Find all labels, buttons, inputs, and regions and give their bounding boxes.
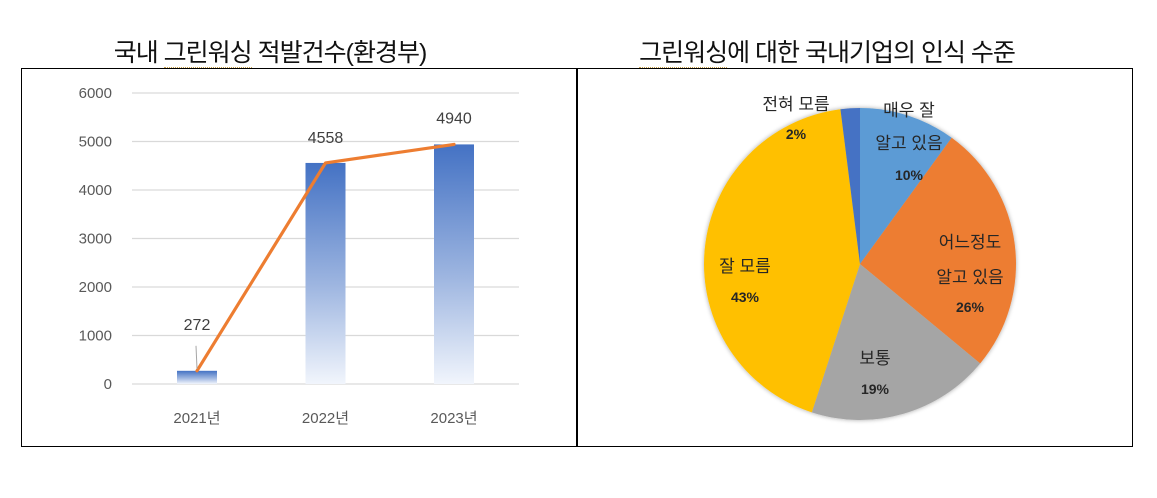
spellcheck-marked-word: 그린워싱 (639, 39, 728, 68)
pie-slice[interactable] (704, 109, 860, 413)
slice-label: 보통 19% (859, 349, 890, 397)
x-tick-label: 2023년 (430, 410, 477, 427)
trend-line[interactable] (195, 142, 456, 373)
frame-divider (576, 69, 578, 446)
y-tick-label: 4000 (79, 182, 112, 199)
bar[interactable] (177, 370, 217, 384)
pie-slices (704, 108, 1017, 420)
slice-percent-label: 19% (861, 381, 890, 397)
bar[interactable] (305, 162, 346, 384)
y-tick-label: 6000 (79, 85, 112, 102)
y-tick-label: 1000 (79, 328, 112, 345)
data-label: 4558 (308, 130, 344, 147)
x-tick-label: 2022년 (302, 410, 349, 427)
data-label: 272 (184, 317, 211, 334)
slice-category-label: 잘 모름 (719, 257, 771, 276)
slice-category-label: 전혀 모름 (762, 95, 829, 114)
chart-table-frame (21, 68, 1133, 447)
y-tick-label: 3000 (79, 231, 112, 248)
slice-category-label: 매우 잘 (883, 101, 935, 120)
title-prefix: 국내 (113, 39, 164, 67)
bar-series (177, 144, 474, 384)
slice-category-label: 어느정도 (939, 233, 1002, 252)
slice-label: 전혀 모름 2% (762, 95, 829, 142)
pie-slice[interactable] (860, 137, 1017, 364)
bar-chart-title: 국내 그린워싱 적발건수(환경부) (100, 36, 440, 70)
pie-slice[interactable] (840, 108, 860, 264)
slice-category-label: 보통 (859, 349, 890, 368)
slice-label: 매우 잘알고 있음 10% (875, 101, 942, 183)
slice-percent-label: 10% (895, 167, 924, 183)
slice-percent-label: 2% (786, 126, 807, 142)
slice-category-label: 알고 있음 (936, 268, 1003, 287)
pie-slice[interactable] (811, 264, 981, 420)
y-tick-label: 2000 (79, 279, 112, 296)
x-tick-label: 2021년 (173, 410, 220, 427)
slice-label: 잘 모름 43% (719, 257, 771, 305)
pie-chart-title: 그린워싱에 대한 국내기업의 인식 수준 (626, 36, 1028, 70)
data-label: 4940 (436, 110, 472, 127)
title-suffix: 적발건수(환경부) (251, 39, 428, 67)
bar[interactable] (434, 144, 474, 384)
y-tick-label: 0 (104, 376, 112, 393)
slice-category-label: 알고 있음 (875, 134, 942, 153)
y-tick-label: 5000 (79, 134, 112, 151)
label-leader-line (195, 345, 198, 369)
spellcheck-marked-word: 그린워싱 (163, 39, 253, 68)
title-suffix: 에 대한 국내기업의 인식 수준 (727, 39, 1016, 67)
slice-percent-label: 26% (956, 299, 985, 315)
slice-percent-label: 43% (731, 289, 760, 305)
pie-slice[interactable] (860, 108, 952, 264)
